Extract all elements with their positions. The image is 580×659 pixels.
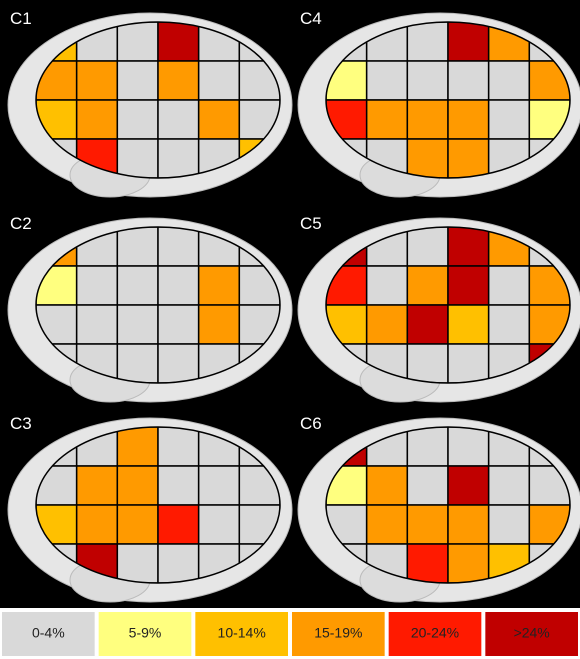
region [199, 266, 240, 305]
region [367, 266, 408, 305]
region [158, 22, 199, 61]
region [407, 266, 448, 305]
region [489, 305, 530, 344]
region [117, 505, 158, 544]
region [367, 466, 408, 505]
panel-label: C1 [10, 9, 32, 28]
region [407, 227, 448, 266]
region [448, 100, 489, 139]
region [77, 100, 118, 139]
regions [36, 427, 280, 583]
region [158, 266, 199, 305]
region [117, 305, 158, 344]
regions [326, 22, 570, 178]
region [199, 505, 240, 544]
region [489, 266, 530, 305]
region [448, 139, 489, 178]
region [448, 544, 489, 583]
region [448, 305, 489, 344]
legend-label: 0-4% [32, 625, 65, 641]
region [448, 227, 489, 266]
regions [36, 227, 280, 383]
panel-label: C6 [300, 414, 322, 433]
region [117, 227, 158, 266]
region [448, 505, 489, 544]
region [117, 466, 158, 505]
panel-label: C3 [10, 414, 32, 433]
region [407, 427, 448, 466]
region [158, 305, 199, 344]
region [407, 505, 448, 544]
region [117, 544, 158, 583]
region [407, 344, 448, 383]
region [158, 544, 199, 583]
region [199, 466, 240, 505]
region [448, 427, 489, 466]
region [489, 466, 530, 505]
region [199, 100, 240, 139]
legend-label: 20-24% [411, 625, 459, 641]
region [77, 305, 118, 344]
region [158, 227, 199, 266]
region [117, 22, 158, 61]
region [448, 466, 489, 505]
legend-label: 15-19% [314, 625, 362, 641]
legend-label: >24% [514, 625, 550, 641]
regions [326, 227, 570, 383]
region [158, 139, 199, 178]
region [117, 61, 158, 100]
region [199, 305, 240, 344]
region [489, 505, 530, 544]
region [407, 544, 448, 583]
region [158, 100, 199, 139]
region [367, 61, 408, 100]
panel-label: C2 [10, 214, 32, 233]
region [117, 266, 158, 305]
region [158, 505, 199, 544]
panel-label: C5 [300, 214, 322, 233]
region [117, 139, 158, 178]
figure: C1 C2 C3 C4 C5 C6 0-4% 5-9% 10-14% 15-19% 20-24% >2… [0, 0, 580, 659]
region [77, 61, 118, 100]
region [489, 100, 530, 139]
region [77, 505, 118, 544]
region [407, 139, 448, 178]
region [407, 466, 448, 505]
region [407, 61, 448, 100]
region [367, 100, 408, 139]
region [117, 100, 158, 139]
legend-label: 10-14% [218, 625, 266, 641]
regions [36, 22, 280, 178]
region [158, 427, 199, 466]
region [407, 22, 448, 61]
region [448, 22, 489, 61]
regions [326, 427, 570, 583]
region [448, 61, 489, 100]
region [158, 344, 199, 383]
region [77, 266, 118, 305]
region [158, 466, 199, 505]
region [448, 344, 489, 383]
panel-label: C4 [300, 9, 322, 28]
region [489, 61, 530, 100]
region [158, 61, 199, 100]
legend-label: 5-9% [129, 625, 162, 641]
region [117, 344, 158, 383]
page: { "panels": [ {"label": "C1", "cells": [… [0, 0, 580, 659]
region [407, 100, 448, 139]
region [117, 427, 158, 466]
region [199, 61, 240, 100]
region [448, 266, 489, 305]
region [77, 466, 118, 505]
region [367, 505, 408, 544]
region [407, 305, 448, 344]
region [367, 305, 408, 344]
